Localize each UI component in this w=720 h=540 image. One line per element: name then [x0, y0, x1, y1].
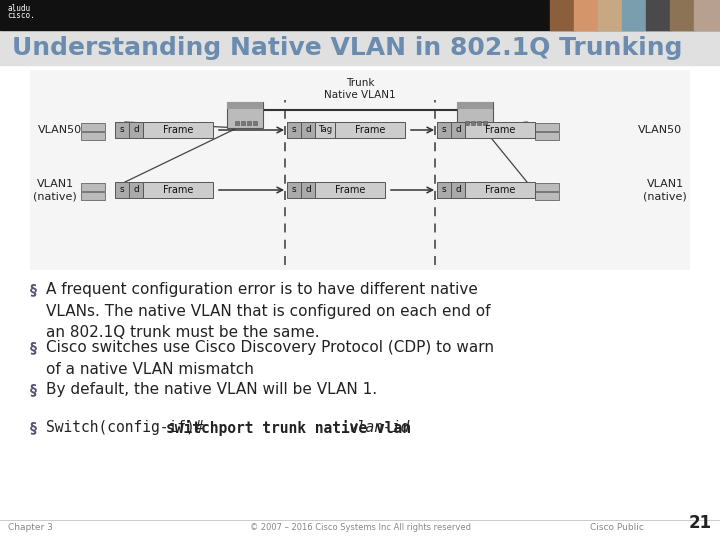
Bar	[143, 122, 213, 138]
Text: §: §	[30, 340, 37, 354]
Text: s: s	[120, 125, 125, 134]
Text: §: §	[30, 282, 37, 296]
Text: VLAN50: VLAN50	[638, 125, 682, 135]
Bar	[81, 123, 105, 131]
Bar	[287, 122, 301, 138]
Bar	[241, 121, 245, 125]
Text: s: s	[292, 125, 297, 134]
Text: VLAN1
(native): VLAN1 (native)	[33, 179, 77, 201]
Text: Frame: Frame	[163, 125, 193, 135]
Text: §: §	[30, 382, 37, 396]
Text: Frame: Frame	[485, 185, 516, 195]
Text: A frequent configuration error is to have different native
VLANs. The native VLA: A frequent configuration error is to hav…	[46, 282, 490, 340]
Text: s: s	[441, 125, 446, 134]
Text: s: s	[120, 186, 125, 194]
Bar	[129, 182, 143, 198]
Text: d: d	[133, 125, 139, 134]
Text: Understanding Native VLAN in 802.1Q Trunking: Understanding Native VLAN in 802.1Q Trun…	[12, 36, 683, 59]
Bar	[115, 122, 129, 138]
Bar	[451, 122, 465, 138]
Text: d: d	[455, 125, 461, 134]
Text: d: d	[133, 186, 139, 194]
Bar	[535, 192, 559, 200]
Bar	[335, 122, 405, 138]
Text: s: s	[292, 186, 297, 194]
Bar	[465, 122, 535, 138]
Bar	[451, 182, 465, 198]
Text: s: s	[441, 186, 446, 194]
Bar	[315, 182, 385, 198]
Bar	[437, 182, 451, 198]
Text: Frame: Frame	[335, 185, 365, 195]
Text: §: §	[30, 420, 37, 434]
FancyBboxPatch shape	[227, 102, 263, 109]
Bar	[115, 182, 129, 198]
Bar	[574, 0, 599, 30]
Bar	[301, 182, 315, 198]
Text: Chapter 3: Chapter 3	[8, 523, 53, 532]
Bar	[471, 121, 475, 125]
Text: Switch(config-if)#: Switch(config-if)#	[46, 420, 212, 435]
Bar	[129, 122, 143, 138]
Bar	[483, 121, 487, 125]
Bar	[465, 121, 469, 125]
Text: aludu: aludu	[7, 4, 30, 13]
FancyBboxPatch shape	[227, 102, 263, 128]
Bar	[598, 0, 623, 30]
Text: d: d	[305, 125, 311, 134]
Bar	[235, 121, 239, 125]
Text: VLAN50: VLAN50	[38, 125, 82, 135]
Text: cisco.: cisco.	[7, 11, 35, 20]
Bar	[143, 182, 213, 198]
FancyBboxPatch shape	[457, 102, 493, 109]
Bar	[437, 122, 451, 138]
Bar	[477, 121, 481, 125]
Bar	[81, 183, 105, 191]
Bar	[315, 122, 335, 138]
Bar	[287, 182, 301, 198]
Text: d: d	[455, 186, 461, 194]
Text: Cisco switches use Cisco Discovery Protocol (CDP) to warn
of a native VLAN misma: Cisco switches use Cisco Discovery Proto…	[46, 340, 494, 376]
Text: d: d	[305, 186, 311, 194]
Bar	[0, 0, 720, 30]
Bar	[550, 0, 575, 30]
Bar	[670, 0, 695, 30]
Bar	[535, 183, 559, 191]
Text: Frame: Frame	[163, 185, 193, 195]
Bar	[535, 123, 559, 131]
Bar	[81, 132, 105, 140]
Bar	[465, 182, 535, 198]
Text: VLAN1
(native): VLAN1 (native)	[643, 179, 687, 201]
Text: switchport trunk native vlan: switchport trunk native vlan	[166, 420, 420, 436]
Bar	[301, 122, 315, 138]
Bar	[30, 70, 690, 270]
Text: vlan-id: vlan-id	[348, 420, 410, 435]
Text: Cisco Public: Cisco Public	[590, 523, 644, 532]
Bar	[694, 0, 719, 30]
Text: 21: 21	[689, 514, 712, 532]
Bar	[535, 132, 559, 140]
Text: © 2007 – 2016 Cisco Systems Inc All rights reserved: © 2007 – 2016 Cisco Systems Inc All righ…	[250, 523, 470, 532]
Text: By default, the native VLAN will be VLAN 1.: By default, the native VLAN will be VLAN…	[46, 382, 377, 397]
Bar	[247, 121, 251, 125]
Bar	[646, 0, 671, 30]
Text: Frame: Frame	[355, 125, 385, 135]
Bar	[0, 30, 720, 65]
Bar	[253, 121, 257, 125]
Bar	[81, 192, 105, 200]
Text: Frame: Frame	[485, 125, 516, 135]
Text: Trunk
Native VLAN1: Trunk Native VLAN1	[324, 78, 396, 100]
Text: Tag: Tag	[318, 125, 332, 134]
Bar	[622, 0, 647, 30]
FancyBboxPatch shape	[457, 102, 493, 128]
